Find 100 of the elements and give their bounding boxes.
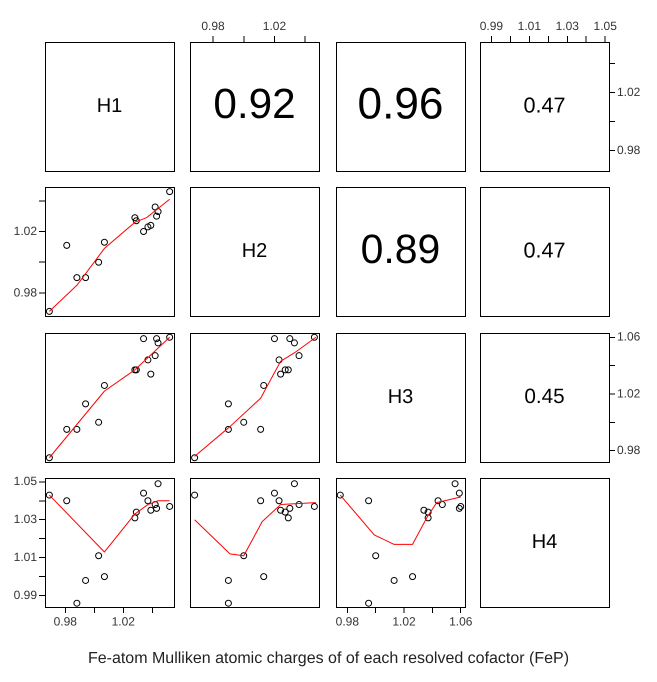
y-tick-label: 1.06 [617, 330, 641, 344]
x-tick-label: 1.05 [594, 19, 618, 34]
x-tick-label: 1.01 [518, 19, 542, 34]
point [154, 208, 162, 216]
point [152, 203, 159, 210]
point [310, 502, 318, 510]
point [277, 370, 284, 378]
point [372, 552, 380, 560]
point [365, 600, 372, 607]
point [100, 573, 108, 580]
point [144, 497, 152, 504]
point [276, 497, 283, 504]
x-tick-label: 1.02 [392, 614, 416, 629]
point [100, 382, 108, 389]
point [434, 497, 442, 504]
point [140, 228, 148, 236]
y-tick-label: 1.02 [14, 224, 38, 238]
point [144, 223, 152, 230]
point [152, 501, 159, 508]
point [152, 352, 159, 360]
annotation: 0.45 [524, 385, 565, 408]
point [46, 308, 53, 315]
text: H1 [96, 95, 122, 118]
point [240, 552, 248, 560]
x-tick-label: 0.98 [54, 614, 78, 629]
point [63, 497, 70, 504]
y-tick-label: 0.99 [14, 588, 38, 602]
point [284, 514, 292, 522]
point [191, 454, 198, 462]
y-tick-label: 1.02 [617, 386, 641, 400]
text: H2 [242, 240, 268, 262]
point [73, 274, 80, 282]
point [153, 504, 160, 512]
point [260, 573, 268, 580]
x-tick-label: 1.02 [262, 19, 286, 34]
point [166, 188, 174, 196]
point [296, 501, 303, 508]
x-tick-label: 0.98 [201, 19, 226, 34]
point [424, 508, 432, 516]
point [63, 242, 70, 249]
point [424, 514, 432, 522]
y-tick-label: 1.02 [617, 85, 641, 100]
text: H3 [388, 386, 414, 408]
point [82, 274, 90, 282]
y-tick-label: 1.01 [14, 550, 38, 564]
y-tick-label: 0.98 [14, 285, 38, 300]
point [310, 334, 318, 341]
point [286, 335, 294, 342]
x-tick-label: 1.02 [112, 614, 136, 629]
point [147, 222, 154, 229]
annotation: 0.92 [213, 80, 296, 128]
point [166, 502, 174, 510]
point [365, 497, 372, 504]
point [73, 426, 80, 433]
point [153, 335, 160, 342]
point [420, 506, 428, 514]
point [290, 480, 298, 488]
point [95, 552, 102, 560]
point [132, 217, 140, 224]
point [154, 480, 162, 488]
point [144, 356, 152, 364]
point [224, 576, 232, 584]
point [438, 501, 446, 508]
point [282, 366, 289, 374]
text: Fe-atom Mulliken atomic charges of of each resolved cofactor (FeP) [86, 650, 570, 668]
point [166, 334, 174, 341]
text: 0.89 [360, 226, 440, 272]
point [147, 370, 154, 378]
point [63, 426, 70, 433]
x-tick-label: 0.98 [336, 614, 360, 629]
point [260, 382, 268, 389]
point [270, 490, 278, 497]
point [390, 576, 398, 584]
text: 0.47 [523, 237, 566, 262]
point [282, 508, 289, 516]
point [224, 426, 232, 433]
y-tick-label: 1.03 [14, 512, 38, 526]
text: 0.96 [358, 80, 444, 129]
point [270, 335, 278, 342]
point [456, 490, 463, 497]
point [131, 214, 138, 222]
point [100, 238, 108, 246]
y-tick-label: 1.05 [14, 474, 38, 488]
point [336, 492, 344, 499]
point [46, 492, 53, 499]
point [456, 504, 463, 512]
y-tick-label: 0.98 [617, 143, 641, 158]
point [290, 339, 298, 346]
point [73, 600, 80, 607]
point [147, 506, 154, 514]
annotation: 0.47 [523, 92, 566, 118]
point [240, 418, 248, 426]
point [191, 492, 198, 499]
text: H4 [532, 531, 558, 554]
x-tick-label: 1.06 [449, 614, 473, 629]
point [132, 508, 140, 516]
point [82, 400, 90, 408]
point [276, 356, 283, 364]
point [409, 573, 416, 580]
point [277, 506, 284, 514]
